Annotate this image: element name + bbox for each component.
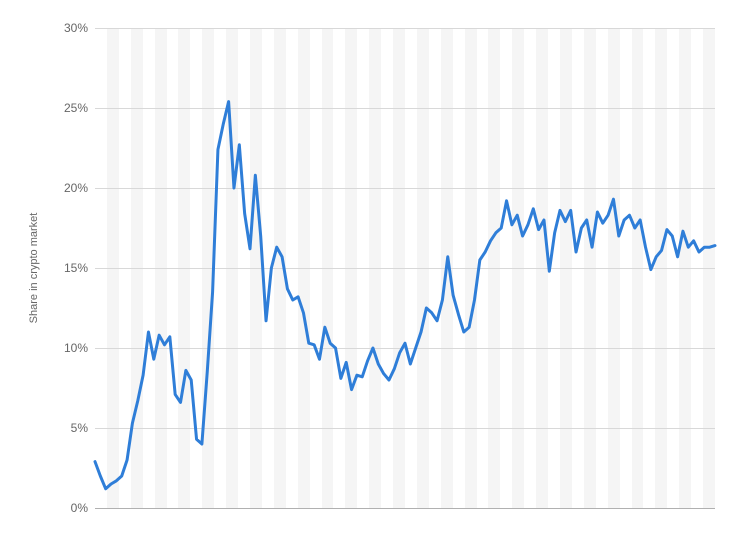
plot-area: 0%5%10%15%20%25%30%: [95, 28, 715, 508]
y-tick-label: 10%: [50, 341, 88, 355]
y-axis-label: Share in crypto market: [28, 198, 40, 338]
y-tick-label: 0%: [50, 501, 88, 515]
y-tick-label: 25%: [50, 101, 88, 115]
line-chart: Share in crypto market 0%5%10%15%20%25%3…: [0, 0, 754, 560]
y-tick-label: 15%: [50, 261, 88, 275]
x-axis-baseline: [95, 508, 715, 509]
y-tick-label: 20%: [50, 181, 88, 195]
y-tick-label: 5%: [50, 421, 88, 435]
line-series: [95, 28, 715, 508]
y-tick-label: 30%: [50, 21, 88, 35]
